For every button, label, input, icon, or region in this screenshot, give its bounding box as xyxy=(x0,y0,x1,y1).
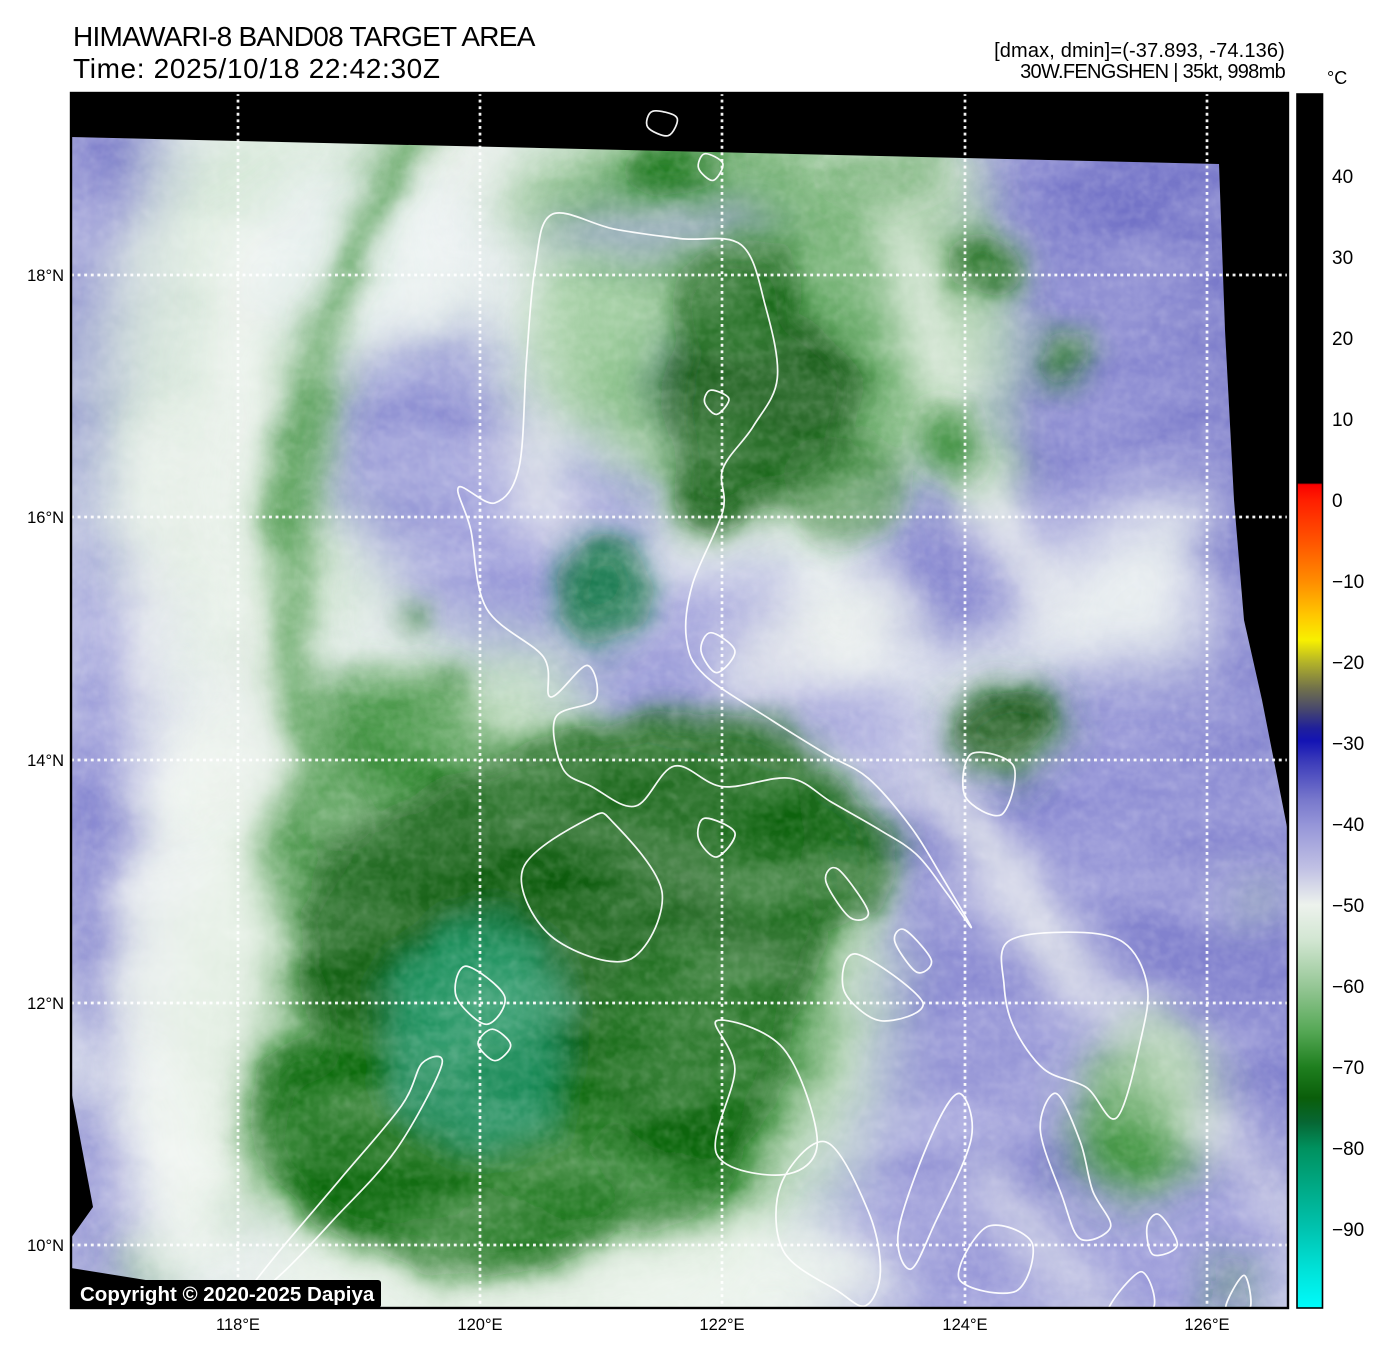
svg-text:−30: −30 xyxy=(1332,734,1364,755)
svg-text:0: 0 xyxy=(1332,491,1343,512)
svg-text:16°N: 16°N xyxy=(27,509,64,527)
svg-text:20: 20 xyxy=(1332,329,1353,350)
svg-text:124°E: 124°E xyxy=(942,1316,987,1334)
svg-text:Copyright © 2020-2025 Dapiya: Copyright © 2020-2025 Dapiya xyxy=(80,1283,375,1306)
svg-text:Time: 2025/10/18 22:42:30Z: Time: 2025/10/18 22:42:30Z xyxy=(73,53,441,84)
svg-text:30W.FENGSHEN | 35kt, 998mb: 30W.FENGSHEN | 35kt, 998mb xyxy=(1020,61,1285,83)
svg-text:−10: −10 xyxy=(1332,572,1364,593)
svg-text:12°N: 12°N xyxy=(27,995,64,1013)
svg-text:−80: −80 xyxy=(1332,1139,1364,1160)
svg-text:122°E: 122°E xyxy=(699,1316,744,1334)
svg-text:30: 30 xyxy=(1332,248,1353,269)
svg-text:18°N: 18°N xyxy=(27,267,64,285)
svg-text:40: 40 xyxy=(1332,167,1353,188)
svg-text:−20: −20 xyxy=(1332,653,1364,674)
svg-text:10°N: 10°N xyxy=(27,1237,64,1255)
svg-text:14°N: 14°N xyxy=(27,752,64,770)
svg-text:−40: −40 xyxy=(1332,815,1364,836)
svg-text:10: 10 xyxy=(1332,410,1353,431)
svg-text:−90: −90 xyxy=(1332,1220,1364,1241)
svg-text:HIMAWARI-8 BAND08 TARGET AREA: HIMAWARI-8 BAND08 TARGET AREA xyxy=(73,21,536,52)
svg-text:[dmax, dmin]=(-37.893, -74.136: [dmax, dmin]=(-37.893, -74.136) xyxy=(994,40,1285,62)
svg-text:118°E: 118°E xyxy=(216,1316,260,1334)
svg-text:126°E: 126°E xyxy=(1184,1316,1229,1334)
svg-text:120°E: 120°E xyxy=(457,1316,502,1334)
svg-text:−60: −60 xyxy=(1332,977,1364,998)
svg-text:°C: °C xyxy=(1327,68,1347,88)
svg-text:−50: −50 xyxy=(1332,896,1364,917)
svg-text:−70: −70 xyxy=(1332,1058,1364,1079)
